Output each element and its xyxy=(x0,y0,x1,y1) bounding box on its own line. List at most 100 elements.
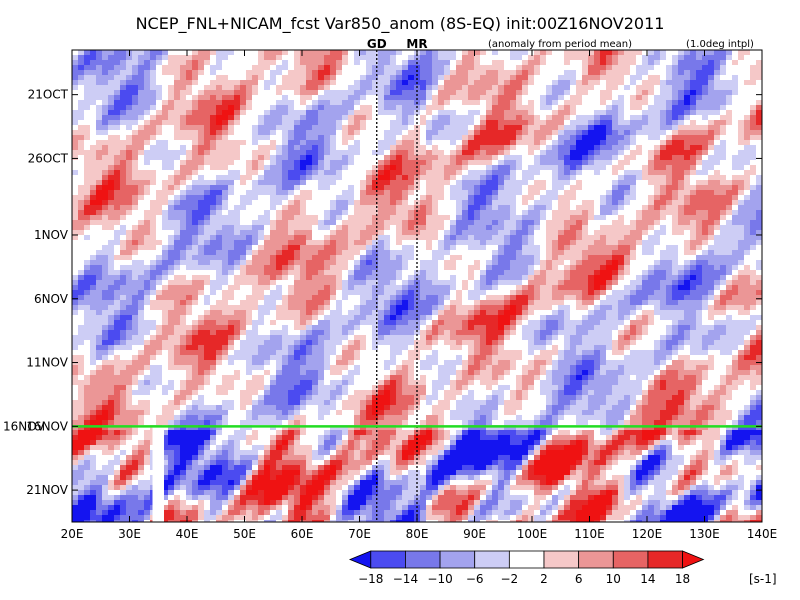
heatmap-cell xyxy=(750,210,757,216)
heatmap-cell xyxy=(138,125,145,131)
heatmap-cell xyxy=(354,65,361,71)
heatmap-cell xyxy=(246,130,253,136)
heatmap-cell xyxy=(570,245,577,251)
heatmap-cell xyxy=(402,150,409,156)
heatmap-cell xyxy=(78,250,85,256)
heatmap-cell xyxy=(618,180,625,186)
heatmap-cell xyxy=(192,215,199,221)
heatmap-cell xyxy=(474,80,481,86)
heatmap-cell xyxy=(654,210,661,216)
heatmap-cell xyxy=(276,230,283,236)
heatmap-cell xyxy=(654,125,661,131)
heatmap-cell xyxy=(378,190,385,196)
heatmap-cell xyxy=(708,180,715,186)
heatmap-cell xyxy=(612,225,619,231)
heatmap-cell xyxy=(306,235,313,241)
heatmap-cell xyxy=(378,180,385,186)
heatmap-cell xyxy=(324,235,331,241)
heatmap-cell xyxy=(696,245,703,251)
heatmap-cell xyxy=(660,105,667,111)
heatmap-cell xyxy=(570,130,577,136)
heatmap-cell xyxy=(672,215,679,221)
heatmap-cell xyxy=(216,75,223,81)
heatmap-cell xyxy=(324,220,331,226)
heatmap-cell xyxy=(198,260,205,266)
heatmap-cell xyxy=(444,190,451,196)
heatmap-cell xyxy=(432,115,439,121)
heatmap-cell xyxy=(354,190,361,196)
heatmap-cell xyxy=(612,65,619,71)
heatmap-cell xyxy=(474,165,481,171)
heatmap-cell xyxy=(234,255,241,261)
heatmap-cell xyxy=(516,225,523,231)
heatmap-cell xyxy=(708,225,715,231)
heatmap-cell xyxy=(540,185,547,191)
heatmap-cell xyxy=(606,230,613,236)
heatmap-cell xyxy=(168,110,175,116)
heatmap-cell xyxy=(744,260,751,266)
heatmap-cell xyxy=(474,180,481,186)
heatmap-cell xyxy=(84,180,91,186)
heatmap-cell xyxy=(216,210,223,216)
heatmap-cell xyxy=(288,260,295,266)
heatmap-cell xyxy=(528,120,535,126)
heatmap-cell xyxy=(750,90,757,96)
heatmap-cell xyxy=(456,75,463,81)
heatmap-cell xyxy=(174,260,181,266)
heatmap-cell xyxy=(492,210,499,216)
heatmap-cell xyxy=(588,190,595,196)
heatmap-cell xyxy=(654,85,661,91)
heatmap-cell xyxy=(738,170,745,176)
heatmap-cell xyxy=(240,240,247,246)
heatmap-cell xyxy=(666,165,673,171)
heatmap-cell xyxy=(546,165,553,171)
heatmap-cell xyxy=(126,90,133,96)
heatmap-cell xyxy=(594,240,601,246)
heatmap-cell xyxy=(78,170,85,176)
heatmap-cell xyxy=(294,245,301,251)
heatmap-cell xyxy=(744,100,751,106)
heatmap-cell xyxy=(630,120,637,126)
heatmap-cell xyxy=(204,265,211,271)
heatmap-cell xyxy=(210,80,217,86)
heatmap-cell xyxy=(648,225,655,231)
heatmap-cell xyxy=(216,60,223,66)
heatmap-cell xyxy=(168,80,175,86)
heatmap-cell xyxy=(684,125,691,131)
heatmap-cell xyxy=(522,175,529,181)
heatmap-cell xyxy=(732,150,739,156)
heatmap-cell xyxy=(414,250,421,256)
heatmap-cell xyxy=(558,65,565,71)
heatmap-cell xyxy=(564,95,571,101)
heatmap-cell xyxy=(474,210,481,216)
heatmap-cell xyxy=(522,110,529,116)
heatmap-cell xyxy=(492,235,499,241)
heatmap-cell xyxy=(522,55,529,61)
heatmap-cell xyxy=(258,250,265,256)
heatmap-cell xyxy=(588,135,595,141)
heatmap-cell xyxy=(558,110,565,116)
heatmap-cell xyxy=(144,115,151,121)
heatmap-cell xyxy=(552,90,559,96)
heatmap-cell xyxy=(168,230,175,236)
heatmap-cell xyxy=(570,205,577,211)
heatmap-cell xyxy=(96,265,103,271)
heatmap-cell xyxy=(282,95,289,101)
heatmap-cell xyxy=(690,245,697,251)
heatmap-cell xyxy=(408,125,415,131)
heatmap-cell xyxy=(702,75,709,81)
heatmap-cell xyxy=(132,265,139,271)
heatmap-cell xyxy=(252,155,259,161)
heatmap-cell xyxy=(132,130,139,136)
heatmap-cell xyxy=(750,120,757,126)
heatmap-cell xyxy=(570,225,577,231)
heatmap-cell xyxy=(660,235,667,241)
heatmap-cell xyxy=(162,160,169,166)
heatmap-cell xyxy=(666,100,673,106)
heatmap-cell xyxy=(192,240,199,246)
heatmap-cell xyxy=(282,60,289,66)
heatmap-cell xyxy=(468,125,475,131)
heatmap-cell xyxy=(516,215,523,221)
heatmap-cell xyxy=(300,190,307,196)
heatmap-cell xyxy=(246,230,253,236)
